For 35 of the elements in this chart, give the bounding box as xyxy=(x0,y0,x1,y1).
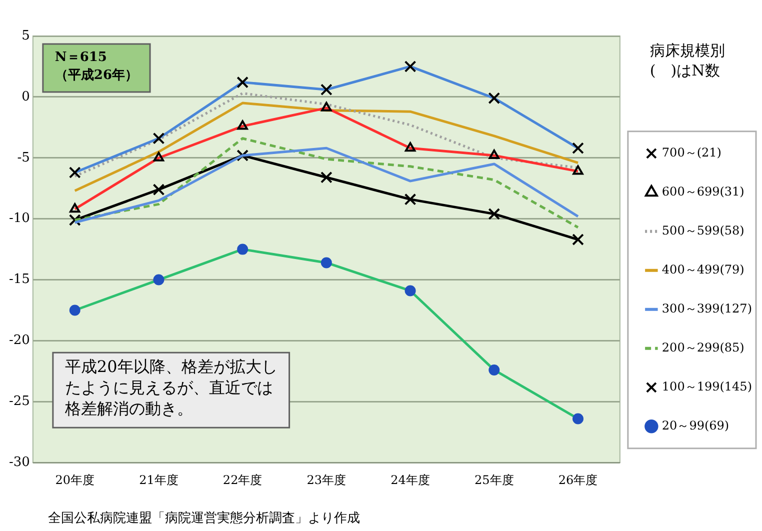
line-series xyxy=(74,137,580,229)
point xyxy=(320,171,332,184)
y-tick-label: -25 xyxy=(8,394,30,410)
legend-label: 600～699(31) xyxy=(662,184,744,199)
x-tick-label: 25年度 xyxy=(474,472,514,487)
y-tick-label: 5 xyxy=(22,28,30,44)
annotation: N＝615 （平成26年） xyxy=(54,50,138,83)
x-tick-label: 23年度 xyxy=(306,472,346,487)
y-tick-label: -10 xyxy=(8,211,30,226)
point xyxy=(152,184,165,196)
point xyxy=(488,208,500,220)
text: 全国公私病院連盟「病院運営実態分析調査」より作成 xyxy=(48,510,360,526)
legend-label: 700～(21) xyxy=(662,146,722,160)
annotation: 平成20年以降、格差が拡大したように見えるが、直近では格差解消の動き。 xyxy=(64,356,278,418)
legend-label: 20～99(69) xyxy=(662,418,730,433)
y-tick-label: -30 xyxy=(8,454,30,470)
legend-title: 病床規模別 ( )はN数 xyxy=(650,41,725,80)
x-tick-label: 26年度 xyxy=(558,472,598,487)
point xyxy=(68,214,81,226)
legend-label: 300～399(127) xyxy=(662,302,752,316)
point xyxy=(572,234,584,246)
y-tick-label: -15 xyxy=(8,272,30,288)
point xyxy=(236,150,249,162)
legend-label: 500～599(58) xyxy=(662,224,744,238)
y-tick-label: 0 xyxy=(22,89,30,104)
x-tick-label: 21年度 xyxy=(139,472,178,487)
x-tick-label: 24年度 xyxy=(390,472,430,487)
x-tick-label: 20年度 xyxy=(55,472,95,487)
legend-label: 100～199(145) xyxy=(662,380,752,394)
y-tick-label: -5 xyxy=(17,150,30,166)
point xyxy=(404,193,416,206)
x-tick-label: 22年度 xyxy=(222,472,262,487)
y-tick-label: -20 xyxy=(8,333,30,348)
legend-label: 200～299(85) xyxy=(662,340,744,355)
legend-label: 400～499(79) xyxy=(662,262,744,277)
